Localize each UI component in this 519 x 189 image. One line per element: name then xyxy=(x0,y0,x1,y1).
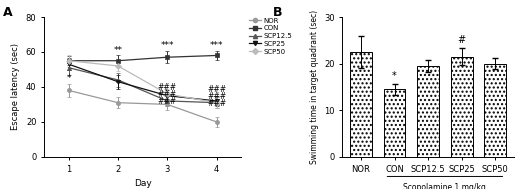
Text: Scopolamine 1 mg/kg: Scopolamine 1 mg/kg xyxy=(403,184,486,189)
Bar xyxy=(451,57,473,157)
Text: B: B xyxy=(272,6,282,19)
Y-axis label: Escape latency (sec): Escape latency (sec) xyxy=(11,43,20,130)
Text: ###: ### xyxy=(158,83,177,92)
Text: ***: *** xyxy=(160,41,174,50)
Text: A: A xyxy=(3,6,12,19)
Bar xyxy=(484,64,506,157)
Text: ***: *** xyxy=(210,41,223,50)
Y-axis label: Swimming time in target quadrant (sec): Swimming time in target quadrant (sec) xyxy=(310,10,319,164)
Text: **: ** xyxy=(114,46,122,56)
Text: #: # xyxy=(458,35,466,45)
Text: *: * xyxy=(392,71,397,81)
Text: ###: ### xyxy=(207,92,226,101)
Text: ###: ### xyxy=(207,99,226,108)
Legend: NOR, CON, SCP12.5, SCP25, SCP50: NOR, CON, SCP12.5, SCP25, SCP50 xyxy=(249,18,292,55)
Text: ###: ### xyxy=(158,90,177,99)
Text: *: * xyxy=(66,74,71,83)
X-axis label: Day: Day xyxy=(134,179,152,188)
Bar xyxy=(350,52,372,157)
Bar xyxy=(384,89,405,157)
Text: ###: ### xyxy=(207,85,226,94)
Text: ###: ### xyxy=(158,97,177,106)
Bar xyxy=(417,66,439,157)
